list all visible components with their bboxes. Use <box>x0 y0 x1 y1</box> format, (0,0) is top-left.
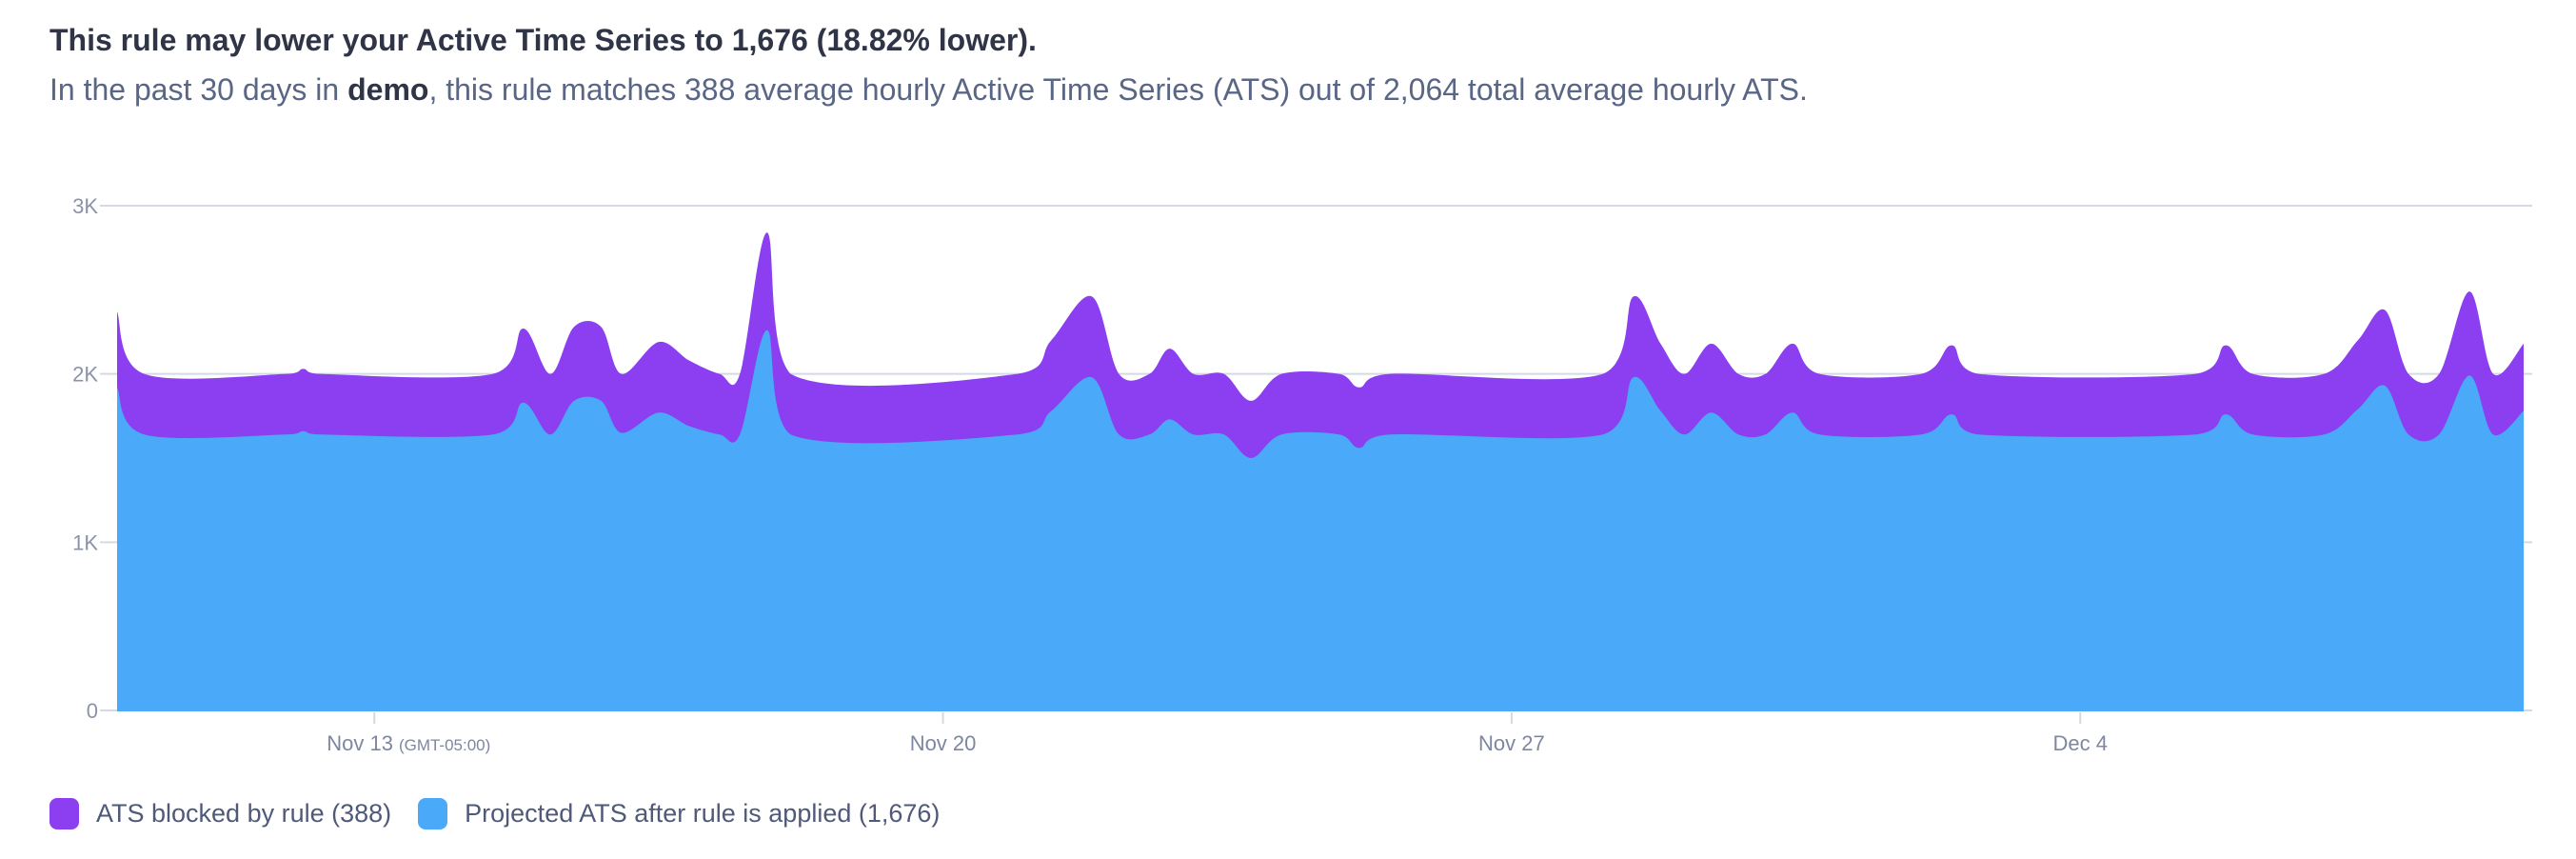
legend-item-projected[interactable]: Projected ATS after rule is applied (1,6… <box>418 798 940 829</box>
impact-description: In the past 30 days in demo, this rule m… <box>50 72 1808 108</box>
legend-swatch-projected <box>418 798 448 829</box>
chart-legend: ATS blocked by rule (388) Projected ATS … <box>50 798 966 829</box>
area-projected-ats <box>117 330 2524 710</box>
namespace-name: demo <box>347 72 429 107</box>
x-tick-label: Dec 4 <box>2052 731 2107 755</box>
legend-label-projected: Projected ATS after rule is applied (1,6… <box>465 799 941 828</box>
y-tick-label: 3K <box>72 194 98 218</box>
y-tick-label: 1K <box>72 530 98 554</box>
timezone-label: (GMT-05:00) <box>399 736 490 754</box>
legend-label-blocked: ATS blocked by rule (388) <box>96 799 392 828</box>
x-tick-label: Nov 13 (GMT-05:00) <box>327 731 490 755</box>
description-prefix: In the past 30 days in <box>50 72 348 107</box>
y-tick-label: 2K <box>72 363 98 387</box>
description-suffix: , this rule matches 388 average hourly A… <box>428 72 1808 107</box>
impact-title: This rule may lower your Active Time Ser… <box>50 23 1037 57</box>
y-tick-label: 0 <box>87 699 98 723</box>
legend-item-blocked[interactable]: ATS blocked by rule (388) <box>50 798 391 829</box>
x-tick-label: Nov 27 <box>1478 731 1545 755</box>
x-tick-label: Nov 20 <box>910 731 977 755</box>
legend-swatch-blocked <box>50 798 79 829</box>
